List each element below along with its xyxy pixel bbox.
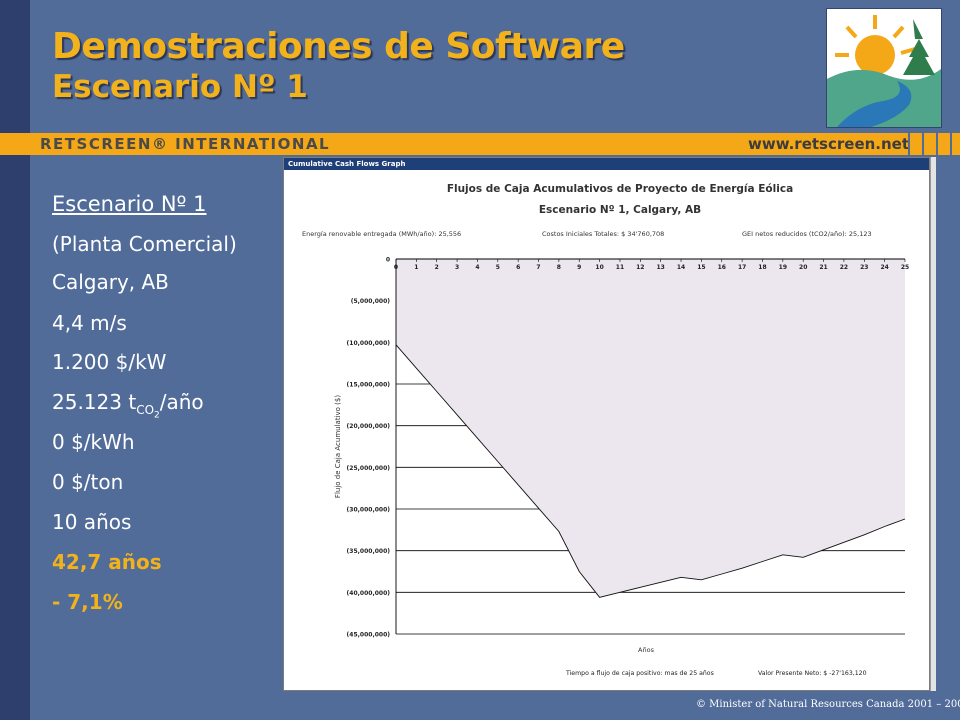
sun-river-logo-icon xyxy=(827,9,941,127)
footer-payback: Tiempo a flujo de caja positivo: mas de … xyxy=(565,670,714,677)
x-tick-label: 23 xyxy=(860,264,868,271)
title-line-1: Demostraciones de Software xyxy=(52,26,625,67)
band-separators xyxy=(896,133,960,155)
x-tick-label: 4 xyxy=(475,264,479,271)
copyright-notice: © Minister of Natural Resources Canada 2… xyxy=(696,699,960,710)
info-cost: Costos Iniciales Totales: $ 34'760,708 xyxy=(542,230,664,238)
y-tick-label: (20,000,000) xyxy=(347,423,391,430)
x-tick-label: 25 xyxy=(901,264,909,271)
y-tick-label: (30,000,000) xyxy=(347,507,391,514)
x-tick-label: 20 xyxy=(799,264,807,271)
footer-npv: Valor Presente Neto: $ -27'163,120 xyxy=(758,670,867,677)
info-energy: Energía renovable entregada (MWh/año): 2… xyxy=(302,230,461,238)
cash-flow-line xyxy=(395,344,906,598)
x-tick-label: 6 xyxy=(516,264,520,271)
scenario-heading: Escenario Nº 1 xyxy=(52,192,207,216)
x-tick-label: 12 xyxy=(636,264,644,271)
title-line-2: Escenario Nº 1 xyxy=(52,69,308,105)
x-tick-label: 14 xyxy=(677,264,685,271)
x-tick-label: 7 xyxy=(536,264,540,271)
credit-term: 10 años xyxy=(52,510,132,534)
ghg-sub-co: CO xyxy=(136,403,155,417)
wind-speed: 4,4 m/s xyxy=(52,311,127,335)
info-ghg: GEI netos reducidos (tCO2/año): 25,123 xyxy=(742,230,872,238)
x-tick-label: 22 xyxy=(840,264,848,271)
header-band: RETSCREEN® INTERNATIONAL www.retscreen.n… xyxy=(0,133,960,155)
ghg-value: 25.123 t xyxy=(52,390,137,414)
x-tick-label: 10 xyxy=(595,264,603,271)
ghg-subscript: CO2 xyxy=(136,403,160,421)
x-tick-label: 24 xyxy=(880,264,888,271)
ghg-unit: /año xyxy=(159,390,204,414)
installed-cost: 1.200 $/kW xyxy=(52,350,167,374)
electricity-rate: 0 $/kWh xyxy=(52,430,135,454)
y-tick-label: (25,000,000) xyxy=(347,465,391,472)
y-tick-label: (10,000,000) xyxy=(347,340,391,347)
y-axis-label: Flujo de Caja Acumulativo ($) xyxy=(334,395,342,498)
y-tick-label: 0 xyxy=(386,257,390,264)
x-tick-label: 18 xyxy=(758,264,766,271)
chart-subtitle: Escenario Nº 1, Calgary, AB xyxy=(539,204,701,216)
vertical-scrollbar[interactable] xyxy=(930,157,936,691)
ghg-reduction: 25.123 tCO2/año xyxy=(52,390,204,420)
x-tick-label: 21 xyxy=(819,264,827,271)
retscreen-logo xyxy=(826,8,942,128)
left-accent-bar xyxy=(0,0,30,720)
x-tick-label: 9 xyxy=(577,264,581,271)
y-tick-label: (5,000,000) xyxy=(351,298,391,305)
x-tick-label: 0 xyxy=(394,264,398,271)
cumulative-cash-flow-chart: Flujos de Caja Acumulativos de Proyecto … xyxy=(302,183,909,677)
x-tick-label: 19 xyxy=(779,264,787,271)
x-tick-label: 15 xyxy=(697,264,705,271)
x-tick-label: 2 xyxy=(435,264,439,271)
y-tick-label: (45,000,000) xyxy=(347,632,391,639)
npv-result: - 7,1% xyxy=(52,590,123,614)
slide-title: Demostraciones de Software Escenario Nº … xyxy=(52,26,625,106)
cash-flow-chart-window: Cumulative Cash Flows Graph Flujos de Ca… xyxy=(283,157,930,691)
brand-name: RETSCREEN® INTERNATIONAL xyxy=(40,135,331,153)
chart-window-titlebar[interactable]: Cumulative Cash Flows Graph xyxy=(284,158,929,170)
x-tick-label: 17 xyxy=(738,264,746,271)
x-tick-label: 3 xyxy=(455,264,459,271)
payback-result: 42,7 años xyxy=(52,550,162,574)
credit-rate: 0 $/ton xyxy=(52,470,124,494)
chart-title: Flujos de Caja Acumulativos de Proyecto … xyxy=(447,183,793,195)
plant-type: (Planta Comercial) xyxy=(52,232,237,256)
x-tick-label: 1 xyxy=(414,264,418,271)
cash-flow-area xyxy=(396,259,905,598)
y-tick-label: (35,000,000) xyxy=(347,548,391,555)
x-tick-label: 5 xyxy=(496,264,500,271)
x-axis-label: Años xyxy=(638,646,655,654)
location: Calgary, AB xyxy=(52,270,169,294)
x-tick-label: 13 xyxy=(657,264,665,271)
ghg-sub-2: 2 xyxy=(154,410,160,421)
website-url[interactable]: www.retscreen.net xyxy=(748,135,910,153)
x-tick-label: 11 xyxy=(616,264,624,271)
y-tick-label: (15,000,000) xyxy=(347,382,391,389)
x-tick-label: 16 xyxy=(718,264,726,271)
y-tick-label: (40,000,000) xyxy=(347,590,391,597)
x-tick-label: 8 xyxy=(557,264,561,271)
